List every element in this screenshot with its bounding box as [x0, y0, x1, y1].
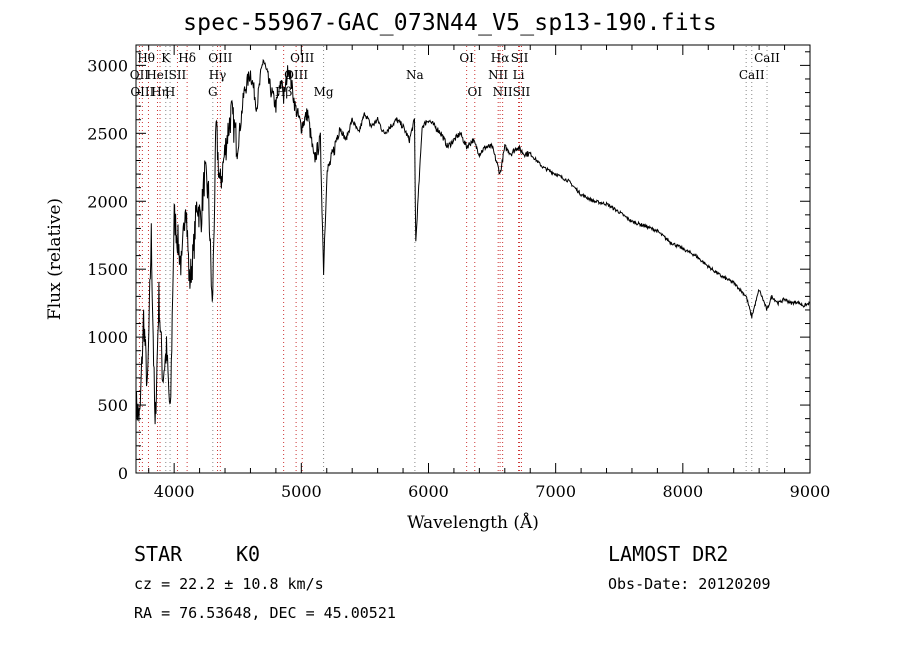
y-tick-label-500: 500 — [97, 396, 128, 415]
x-tick-label-5000: 5000 — [281, 482, 322, 501]
spectral-line-label-12: Hγ — [209, 68, 227, 82]
y-axis-label: Flux (relative) — [45, 198, 65, 320]
spectral-line-label-9: OII — [130, 68, 150, 82]
survey-name: LAMOST DR2 — [608, 542, 729, 566]
spectral-line-label-11: SII — [169, 68, 187, 82]
spectral-line-label-17: CaII — [739, 68, 765, 82]
spectrum-line-0 — [135, 58, 811, 425]
chart-title: spec-55967-GAC_073N44_V5_sp13-190.fits — [183, 10, 717, 36]
spectral-line-label-25: NII — [493, 85, 513, 99]
spectral-line-label-24: OI — [467, 85, 482, 99]
x-tick-label-8000: 8000 — [662, 482, 703, 501]
spectral-line-label-4: OIII — [290, 51, 314, 65]
spectral-line-label-1: K — [161, 51, 171, 65]
spectral-line-label-14: Na — [406, 68, 424, 82]
x-tick-label-9000: 9000 — [790, 482, 831, 501]
spectral-line-label-20: H — [165, 85, 175, 99]
x-tick-label-7000: 7000 — [535, 482, 576, 501]
spectral-line-label-5: OI — [459, 51, 474, 65]
spectral-line-label-23: Mg — [314, 85, 334, 99]
observation-date: Obs-Date: 20120209 — [608, 575, 771, 593]
spectral-line-label-16: Li — [513, 68, 525, 82]
plot-frame — [135, 44, 811, 474]
y-axis-ticks: 0 500 1000 1500 2000 2500 3000 — [87, 51, 810, 483]
y-tick-label-3000: 3000 — [87, 56, 128, 75]
spectral-line-label-10: HeI — [146, 68, 169, 82]
x-axis-label: Wavelength (Å) — [407, 512, 539, 533]
spectral-line-label-2: Hδ — [178, 51, 196, 65]
x-tick-label-6000: 6000 — [408, 482, 449, 501]
y-tick-label-1500: 1500 — [87, 260, 128, 279]
spectral-line-label-26: SII — [513, 85, 531, 99]
spectral-line-markers — [138, 46, 768, 472]
y-tick-label-2500: 2500 — [87, 124, 128, 143]
y-tick-label-0: 0 — [118, 464, 128, 483]
spectral-line-label-6: Hα — [491, 51, 510, 65]
coordinates: RA = 76.53648, DEC = 45.00521 — [134, 604, 396, 622]
x-axis-ticks: 4000 5000 6000 7000 8000 9000 — [148, 45, 831, 501]
spectral-line-label-3: OIII — [208, 51, 232, 65]
spectral-line-label-19: Hη — [151, 85, 169, 99]
spectral-line-label-0: Hθ — [137, 51, 155, 65]
object-subclass: K0 — [236, 542, 261, 566]
y-tick-label-1000: 1000 — [87, 328, 128, 347]
y-tick-label-2000: 2000 — [87, 192, 128, 211]
spectral-line-label-21: G — [208, 85, 218, 99]
spectral-line-label-8: CaII — [754, 51, 780, 65]
object-class: STAR — [134, 542, 183, 566]
redshift-velocity: cz = 22.2 ± 10.8 km/s — [134, 575, 324, 593]
spectral-line-label-7: SII — [511, 51, 529, 65]
spectral-line-label-15: NII — [488, 68, 508, 82]
x-tick-label-4000: 4000 — [154, 482, 195, 501]
spectrum-series — [135, 58, 811, 425]
